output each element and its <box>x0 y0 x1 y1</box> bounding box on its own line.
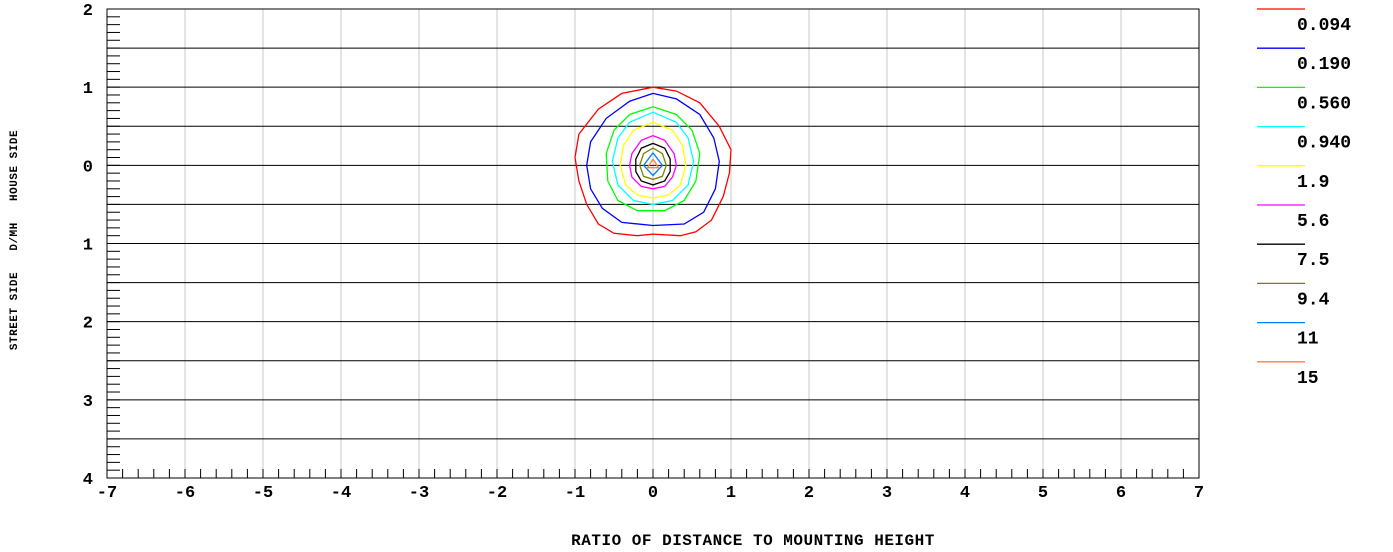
legend-label: 0.940 <box>1297 134 1351 154</box>
contour-lines <box>574 86 732 237</box>
legend-label: 11 <box>1297 330 1319 350</box>
legend-label: 7.5 <box>1297 251 1329 271</box>
x-tick-label: -6 <box>175 484 195 503</box>
y-tick-label: 1 <box>83 80 93 99</box>
x-tick-label: 7 <box>1194 484 1204 503</box>
y-tick-label: 1 <box>83 237 93 256</box>
contour-5.6 <box>628 134 678 190</box>
x-tick-label: 4 <box>960 484 970 503</box>
x-tick-label: 2 <box>804 484 814 503</box>
legend-label: 15 <box>1297 369 1319 389</box>
x-tick-label: -5 <box>253 484 273 503</box>
y-tick-label: 2 <box>83 315 93 334</box>
plot-frame <box>106 8 1200 479</box>
y-tick-label: 2 <box>83 2 93 21</box>
x-tick-label: 3 <box>882 484 892 503</box>
x-tick-label: -1 <box>565 484 585 503</box>
x-tick-label: -3 <box>409 484 429 503</box>
legend-label: 0.094 <box>1297 16 1351 36</box>
x-tick-label: -4 <box>331 484 351 503</box>
y-tick-label: 0 <box>83 158 93 177</box>
contour-0.560 <box>605 106 701 212</box>
contour-0.190 <box>586 92 720 227</box>
x-tick-label: 1 <box>726 484 736 503</box>
y-tick-label: 3 <box>83 393 93 412</box>
legend-label: 5.6 <box>1297 212 1329 232</box>
y-axis-title: STREET SIDE D/MH HOUSE SIDE <box>9 130 21 350</box>
legend-label: 0.560 <box>1297 94 1351 114</box>
legend-label: 1.9 <box>1297 173 1329 193</box>
y-tick-labels: 2 1 0 1 2 3 4 <box>83 2 93 490</box>
y-tick-label: 4 <box>83 471 93 490</box>
contour-1.9 <box>619 121 687 199</box>
x-axis-title: RATIO OF DISTANCE TO MOUNTING HEIGHT <box>571 532 935 550</box>
contour-7.5 <box>635 142 671 186</box>
x-tick-labels: -7 -6 -5 -4 -3 -2 -1 0 1 2 3 4 5 6 7 <box>97 484 1204 503</box>
contour-0.940 <box>611 111 695 206</box>
x-tick-label: -7 <box>97 484 117 503</box>
x-tick-label: 0 <box>648 484 658 503</box>
plot-grid <box>107 9 1199 478</box>
legend: 0.094 0.190 0.560 0.940 1.9 5.6 7.5 9.4 11 15 <box>1257 8 1351 389</box>
x-tick-label: 5 <box>1038 484 1048 503</box>
legend-label: 0.190 <box>1297 55 1351 75</box>
x-tick-label: 6 <box>1116 484 1126 503</box>
minor-ticks <box>106 8 1200 479</box>
contour-9.4 <box>639 147 667 181</box>
contour-15 <box>646 158 660 169</box>
contour-11 <box>642 152 664 177</box>
legend-label: 9.4 <box>1297 290 1330 310</box>
x-tick-label: -2 <box>487 484 507 503</box>
contour-0.094 <box>574 86 732 237</box>
